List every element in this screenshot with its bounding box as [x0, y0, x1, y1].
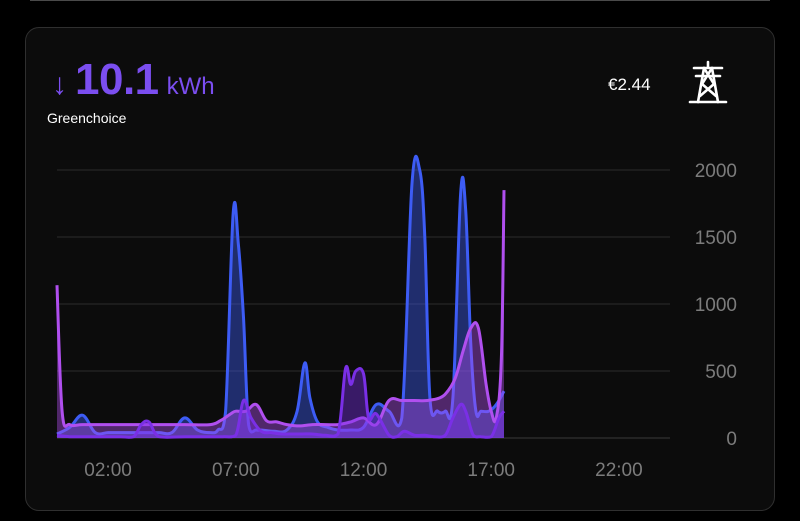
x-tick-label: 07:00	[212, 460, 260, 481]
cost-value: €2.44	[608, 75, 651, 94]
x-tick-label: 12:00	[340, 460, 388, 481]
power-pylon-icon[interactable]	[688, 60, 728, 105]
energy-unit: kWh	[166, 73, 215, 100]
series-1-line	[55, 190, 506, 428]
x-tick-label: 02:00	[84, 460, 132, 481]
series-2-area	[57, 366, 504, 438]
y-tick-label: 500	[705, 362, 737, 383]
y-tick-label: 2000	[695, 161, 737, 182]
top-divider	[30, 0, 770, 1]
y-tick-label: 1000	[695, 295, 737, 316]
y-tick-label: 1500	[695, 228, 737, 249]
arrow-down-icon: ↓	[52, 68, 67, 101]
supplier-name: Greenchoice	[47, 110, 127, 126]
series-0-area	[57, 156, 504, 438]
x-tick-label: 22:00	[595, 460, 643, 481]
energy-total: ↓ 10.1 kWh	[52, 58, 215, 102]
energy-value: 10.1	[75, 55, 159, 104]
x-tick-label: 17:00	[467, 460, 515, 481]
y-tick-label: 0	[726, 429, 737, 450]
series-0-line	[56, 154, 506, 436]
series-2-line	[56, 364, 506, 439]
series-1-area	[57, 190, 504, 438]
energy-card[interactable]	[25, 27, 775, 511]
